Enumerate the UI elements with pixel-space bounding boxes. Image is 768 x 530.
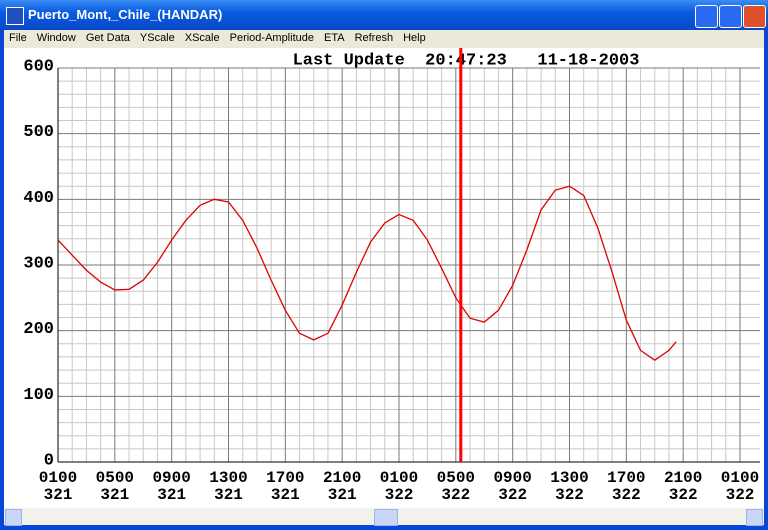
x-tick-label: 322 (385, 486, 414, 504)
x-tick-label: 1700 (607, 469, 645, 487)
x-tick-label: 321 (214, 486, 243, 504)
x-tick-label: 0900 (493, 469, 531, 487)
x-tick-label: 1700 (266, 469, 304, 487)
x-tick-label: 322 (498, 486, 527, 504)
y-tick-label: 400 (23, 189, 54, 208)
menu-item[interactable]: Period-Amplitude (229, 32, 314, 44)
x-tick-label: 321 (157, 486, 186, 504)
x-tick-label: 322 (669, 486, 698, 504)
close-button[interactable] (743, 5, 766, 28)
menu-item[interactable]: Refresh (354, 32, 394, 44)
window-title: Puerto_Mont,_Chile_(HANDAR) (28, 7, 223, 22)
chart-title: Last Update 20:47:23 11-18-2003 (293, 51, 640, 70)
x-tick-label: 0100 (721, 469, 759, 487)
x-tick-label: 321 (271, 486, 300, 504)
minimize-button[interactable] (695, 5, 718, 28)
y-tick-label: 0 (44, 451, 54, 470)
x-tick-label: 322 (612, 486, 641, 504)
menu-item[interactable]: Get Data (85, 32, 130, 44)
x-tick-label: 322 (441, 486, 470, 504)
scroll-left[interactable] (5, 509, 22, 526)
app-icon (6, 7, 24, 25)
menu-item[interactable]: File (9, 32, 27, 44)
x-tick-label: 1300 (550, 469, 588, 487)
x-tick-label: 321 (328, 486, 357, 504)
x-tick-label: 0500 (96, 469, 134, 487)
menu-item[interactable]: ETA (323, 32, 345, 44)
x-tick-label: 322 (555, 486, 584, 504)
chart: Last Update 20:47:23 11-18-2003 01002003… (4, 48, 764, 508)
x-tick-label: 0100 (39, 469, 77, 487)
scroll-thumb[interactable] (374, 509, 398, 526)
y-tick-label: 100 (23, 386, 54, 405)
x-tick-label: 2100 (323, 469, 361, 487)
title-bar: Puerto_Mont,_Chile_(HANDAR) (0, 0, 768, 30)
menu-item[interactable]: Help (403, 32, 426, 44)
x-tick-label: 0900 (152, 469, 190, 487)
scroll-right[interactable] (746, 509, 763, 526)
data-line (57, 185, 677, 362)
menu-item[interactable]: YScale (139, 32, 175, 44)
y-tick-label: 300 (23, 254, 54, 273)
y-tick-label: 600 (23, 57, 54, 76)
x-tick-label: 321 (100, 486, 129, 504)
menu-bar: File Window Get Data YScale XScale Period-Amp… (4, 30, 764, 48)
menu-item[interactable]: Window (36, 32, 76, 44)
x-tick-label: 2100 (664, 469, 702, 487)
y-tick-label: 500 (23, 123, 54, 142)
horizontal-scrollbar[interactable] (4, 508, 764, 526)
maximize-button[interactable] (719, 5, 742, 28)
x-tick-label: 322 (726, 486, 755, 504)
x-tick-label: 0100 (380, 469, 418, 487)
x-tick-label: 321 (44, 486, 73, 504)
menu-item[interactable]: XScale (184, 32, 220, 44)
x-tick-label: 1300 (209, 469, 247, 487)
y-tick-label: 200 (23, 320, 54, 339)
x-tick-label: 0500 (437, 469, 475, 487)
